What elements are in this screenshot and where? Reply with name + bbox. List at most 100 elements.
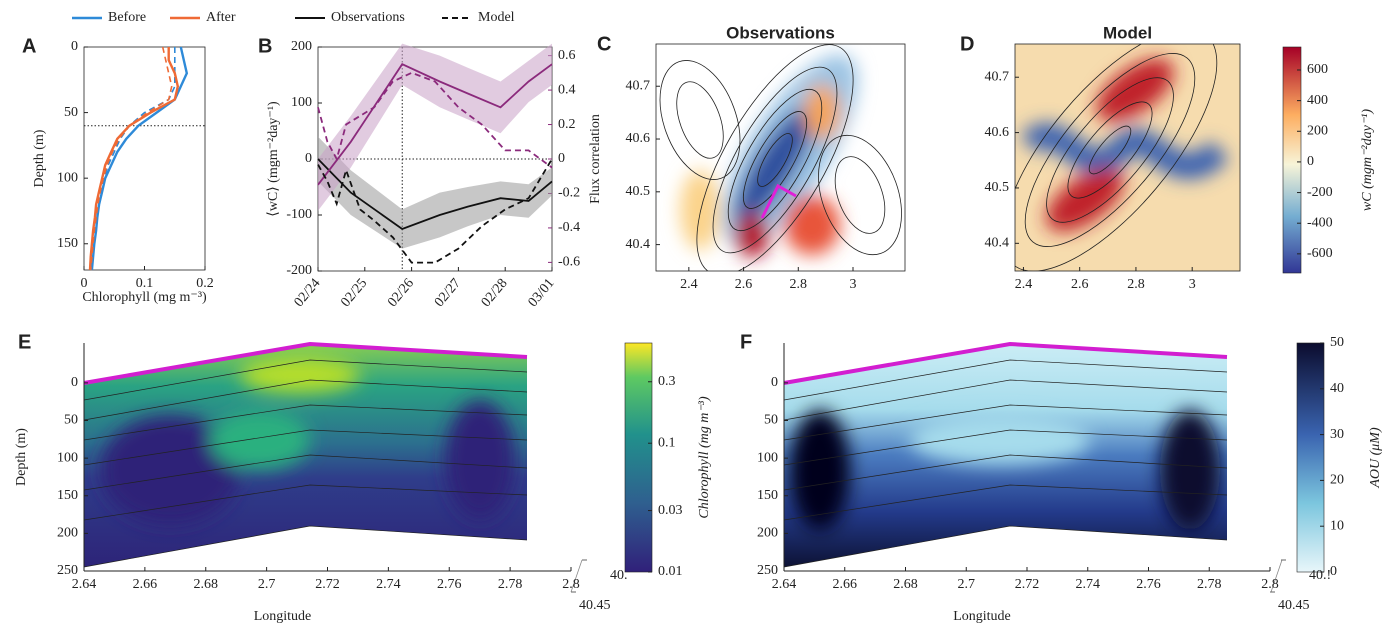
colorbar-tick-label: 40 <box>1330 381 1344 396</box>
x-tick-label: 2.72 <box>1015 577 1040 592</box>
y-tick-label: 40.4 <box>626 237 651 252</box>
panel-title: Model <box>1103 23 1152 42</box>
y2-tick-label: 0.6 <box>558 48 576 63</box>
x-tick-label: 0.1 <box>136 276 154 291</box>
x-tick-label: 02/24 <box>292 276 324 310</box>
y-tick-label: -200 <box>286 263 312 278</box>
y-tick-label: 100 <box>757 450 778 465</box>
x-tick-label: 0 <box>81 276 88 291</box>
y-tick-label: 200 <box>57 526 78 541</box>
colorbar <box>1282 46 1302 274</box>
panel-letter: B <box>258 35 272 57</box>
y-tick-label: 0 <box>305 151 312 166</box>
x-axis-label: Longitude <box>953 609 1011 624</box>
x-tick-label: 02/25 <box>338 276 370 310</box>
colorbar-label: AOU (μM) <box>1368 427 1383 489</box>
x-tick-label: 2.78 <box>1197 577 1222 592</box>
x-tick-label: 2.7 <box>258 577 276 592</box>
lat-tick-label: 40.45 <box>1278 598 1310 613</box>
y-tick-label: 40.6 <box>626 131 651 146</box>
flux-line <box>317 158 553 231</box>
colorbar-tick-label: 0.01 <box>658 564 683 579</box>
x-tick-label: 2.66 <box>833 577 858 592</box>
y2-tick-label: -0.4 <box>558 220 580 235</box>
x-tick-label: 2.68 <box>194 577 219 592</box>
x-tick-label: 2.78 <box>498 577 523 592</box>
y-tick-label: 40.7 <box>985 69 1010 84</box>
x-tick-label: 2.4 <box>1015 277 1033 292</box>
panel-letter: E <box>18 331 31 353</box>
section-contours <box>83 359 1228 568</box>
x-tick-label: 2.8 <box>562 577 580 592</box>
x-tick-label: 02/27 <box>432 276 464 310</box>
x-tick-label: 2.76 <box>1136 577 1161 592</box>
x-axis-label: Chlorophyll (mg m⁻³) <box>82 290 207 305</box>
axes-frame <box>1014 43 1241 272</box>
x-tick-label: 0.2 <box>196 276 214 291</box>
y2-axis-label: Flux correlation <box>588 114 603 204</box>
colorbar-tick-label: 0 <box>1307 154 1314 169</box>
y-tick-label: 100 <box>291 95 312 110</box>
y2-tick-label: -0.6 <box>558 255 580 270</box>
lat-tick-label: 40.! <box>1309 568 1331 583</box>
axes-frame <box>655 43 906 272</box>
y-tick-label: 100 <box>57 450 78 465</box>
colorbar-tick-label: -400 <box>1307 215 1333 230</box>
error-band <box>318 43 552 211</box>
colorbar-tick-label: 20 <box>1330 473 1344 488</box>
colorbar-tick-label: 400 <box>1307 93 1328 108</box>
y2-tick-label: 0.2 <box>558 117 576 132</box>
correlation-line <box>317 71 553 169</box>
y-tick-label: 0 <box>771 375 778 390</box>
y2-tick-label: -0.2 <box>558 186 580 201</box>
y-tick-label: 0 <box>71 375 78 390</box>
colorbar-tick-label: 30 <box>1330 427 1344 442</box>
y2-tick-label: 0 <box>558 151 565 166</box>
y-tick-label: 50 <box>64 413 78 428</box>
y-tick-label: 40.6 <box>985 125 1010 140</box>
field-c <box>656 44 905 271</box>
legend-label: Observations <box>331 10 405 25</box>
lat-axis <box>570 559 1283 593</box>
colorbar-tick-label: -200 <box>1307 185 1333 200</box>
x-tick-label: 2.64 <box>772 577 797 592</box>
y-tick-label: 150 <box>57 236 78 251</box>
legend-label: Model <box>478 10 515 25</box>
model-line <box>89 46 173 271</box>
colorbar <box>1296 342 1325 573</box>
colorbar-tick-label: 10 <box>1330 518 1344 533</box>
panel-letter: A <box>22 35 36 57</box>
x-tick-label: 2.8 <box>790 277 808 292</box>
colorbar-label: wC (mgm⁻²day⁻¹) <box>1360 109 1375 211</box>
error-band <box>318 136 552 249</box>
y-tick-label: 100 <box>57 170 78 185</box>
y-tick-label: 40.4 <box>985 236 1010 251</box>
colorbar-tick-label: 0 <box>1330 564 1337 579</box>
x-tick-label: 3 <box>850 277 857 292</box>
y-axis-label: ⟨wC⟩ (mgm⁻²day⁻¹) <box>266 101 281 217</box>
model-line <box>90 47 176 271</box>
x-axis-label: Longitude <box>254 609 312 624</box>
y-axis-label: Depth (m) <box>32 129 47 187</box>
y-tick-label: 40.5 <box>985 180 1010 195</box>
y-tick-label: -100 <box>286 207 312 222</box>
x-tick-label: 2.7 <box>958 577 976 592</box>
profile-line <box>88 47 180 271</box>
panel-title: Observations <box>726 23 835 42</box>
profile-line <box>90 46 189 271</box>
y-tick-label: 150 <box>57 488 78 503</box>
y-tick-label: 250 <box>57 563 78 578</box>
y-tick-label: 250 <box>757 563 778 578</box>
colorbar-tick-label: 0.03 <box>658 503 683 518</box>
colorbar-tick-label: 200 <box>1307 123 1328 138</box>
x-tick-label: 2.8 <box>1261 577 1279 592</box>
y-tick-label: 200 <box>291 39 312 54</box>
x-tick-label: 2.68 <box>893 577 918 592</box>
y-tick-label: 200 <box>757 526 778 541</box>
colorbar-tick-label: 50 <box>1330 335 1344 350</box>
x-tick-label: 2.66 <box>133 577 158 592</box>
y-tick-label: 40.5 <box>626 184 651 199</box>
x-tick-label: 2.6 <box>735 277 753 292</box>
ship-track <box>83 341 1228 385</box>
